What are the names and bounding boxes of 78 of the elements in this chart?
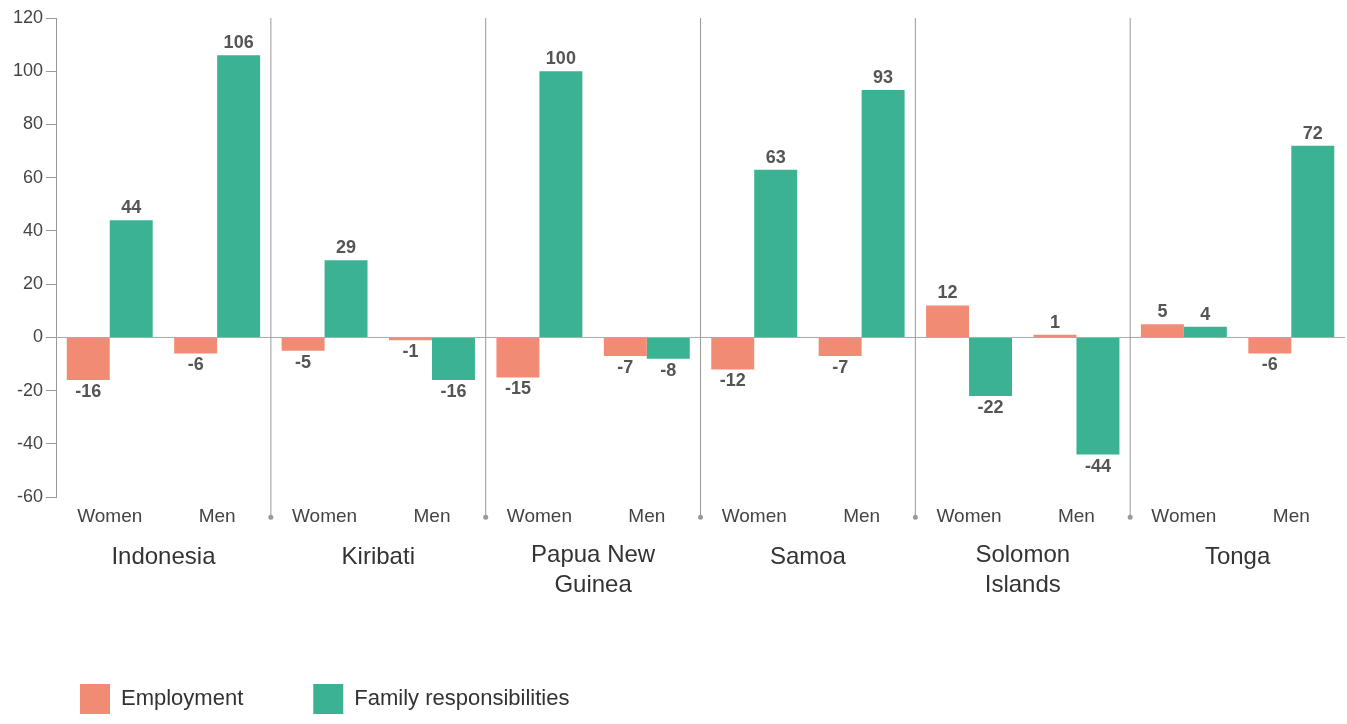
bar xyxy=(603,337,647,357)
bar xyxy=(1076,337,1120,455)
bar xyxy=(1033,334,1077,337)
data-label: 4 xyxy=(1200,303,1211,324)
data-label: -7 xyxy=(617,357,634,378)
bar xyxy=(818,337,862,357)
data-label: -7 xyxy=(832,357,849,378)
text: Solomon Islands xyxy=(975,539,1071,597)
data-label: 93 xyxy=(873,66,894,87)
data-label: -16 xyxy=(440,381,467,402)
y-tick-label: 40 xyxy=(23,219,44,240)
y-tick-label: 120 xyxy=(12,6,44,27)
data-label: 106 xyxy=(223,32,254,53)
bar xyxy=(109,220,153,337)
data-label: -6 xyxy=(187,354,204,375)
data-label: -12 xyxy=(719,370,746,391)
bar xyxy=(389,337,432,341)
data-label: -22 xyxy=(977,397,1004,417)
data-label: -16 xyxy=(75,381,102,402)
bar xyxy=(754,169,798,337)
text: Papua New Guinea xyxy=(531,539,656,597)
data-label: -15 xyxy=(504,378,531,399)
x-tick-label: Men xyxy=(628,504,666,526)
bar xyxy=(174,337,218,354)
text: Tonga xyxy=(1204,541,1271,569)
bar xyxy=(217,55,261,337)
data-label: -1 xyxy=(402,341,419,362)
data-label: 63 xyxy=(765,146,786,167)
bar xyxy=(1183,326,1227,337)
x-tick-label: Women xyxy=(936,504,1002,526)
bar xyxy=(324,260,368,337)
x-tick-label: Women xyxy=(721,504,787,526)
legend-label: Family responsibilities xyxy=(354,685,570,711)
y-tick-label: -60 xyxy=(17,486,44,507)
bar xyxy=(539,71,583,337)
data-label: -5 xyxy=(295,351,312,372)
x-tick-label: Women xyxy=(77,504,143,526)
data-label: 1 xyxy=(1049,311,1060,332)
data-label: -8 xyxy=(660,359,677,380)
x-tick-label: Men xyxy=(1057,504,1095,526)
y-tick-label: 80 xyxy=(23,113,44,134)
legend-label: Employment xyxy=(121,685,244,711)
data-label: 44 xyxy=(121,197,142,218)
text: Samoa xyxy=(769,541,847,569)
data-label: -6 xyxy=(1261,354,1278,375)
y-tick-label: 100 xyxy=(12,60,44,81)
y-tick-label: -40 xyxy=(17,432,44,453)
bar xyxy=(1248,337,1292,354)
bar xyxy=(711,337,755,370)
data-label: 29 xyxy=(336,237,357,258)
y-tick-label: 20 xyxy=(23,273,44,294)
data-label: 100 xyxy=(545,48,576,69)
data-label: 72 xyxy=(1302,122,1323,143)
x-tick-label: Women xyxy=(506,504,572,526)
x-tick-label: Women xyxy=(292,504,358,526)
bar xyxy=(969,337,1013,397)
bar xyxy=(281,337,325,351)
x-tick-label: Men xyxy=(198,504,236,526)
bar xyxy=(861,89,905,337)
y-tick-label: 60 xyxy=(23,166,44,187)
text: Indonesia xyxy=(111,541,217,569)
y-tick-label: 0 xyxy=(33,326,44,347)
bar xyxy=(496,337,540,378)
x-tick-label: Women xyxy=(1151,504,1217,526)
data-label: 5 xyxy=(1157,301,1168,322)
x-tick-label: Men xyxy=(1272,504,1310,526)
text: Kiribati xyxy=(341,541,415,569)
x-tick-label: Men xyxy=(413,504,451,526)
bar xyxy=(926,305,970,337)
bar xyxy=(66,337,110,381)
y-tick-label: -20 xyxy=(17,379,44,400)
bar xyxy=(1140,324,1184,337)
bar xyxy=(646,337,690,359)
x-tick-label: Men xyxy=(843,504,881,526)
data-label: 12 xyxy=(937,282,958,303)
bar xyxy=(431,337,475,381)
bar xyxy=(1291,145,1335,337)
data-label: -44 xyxy=(1084,455,1111,476)
